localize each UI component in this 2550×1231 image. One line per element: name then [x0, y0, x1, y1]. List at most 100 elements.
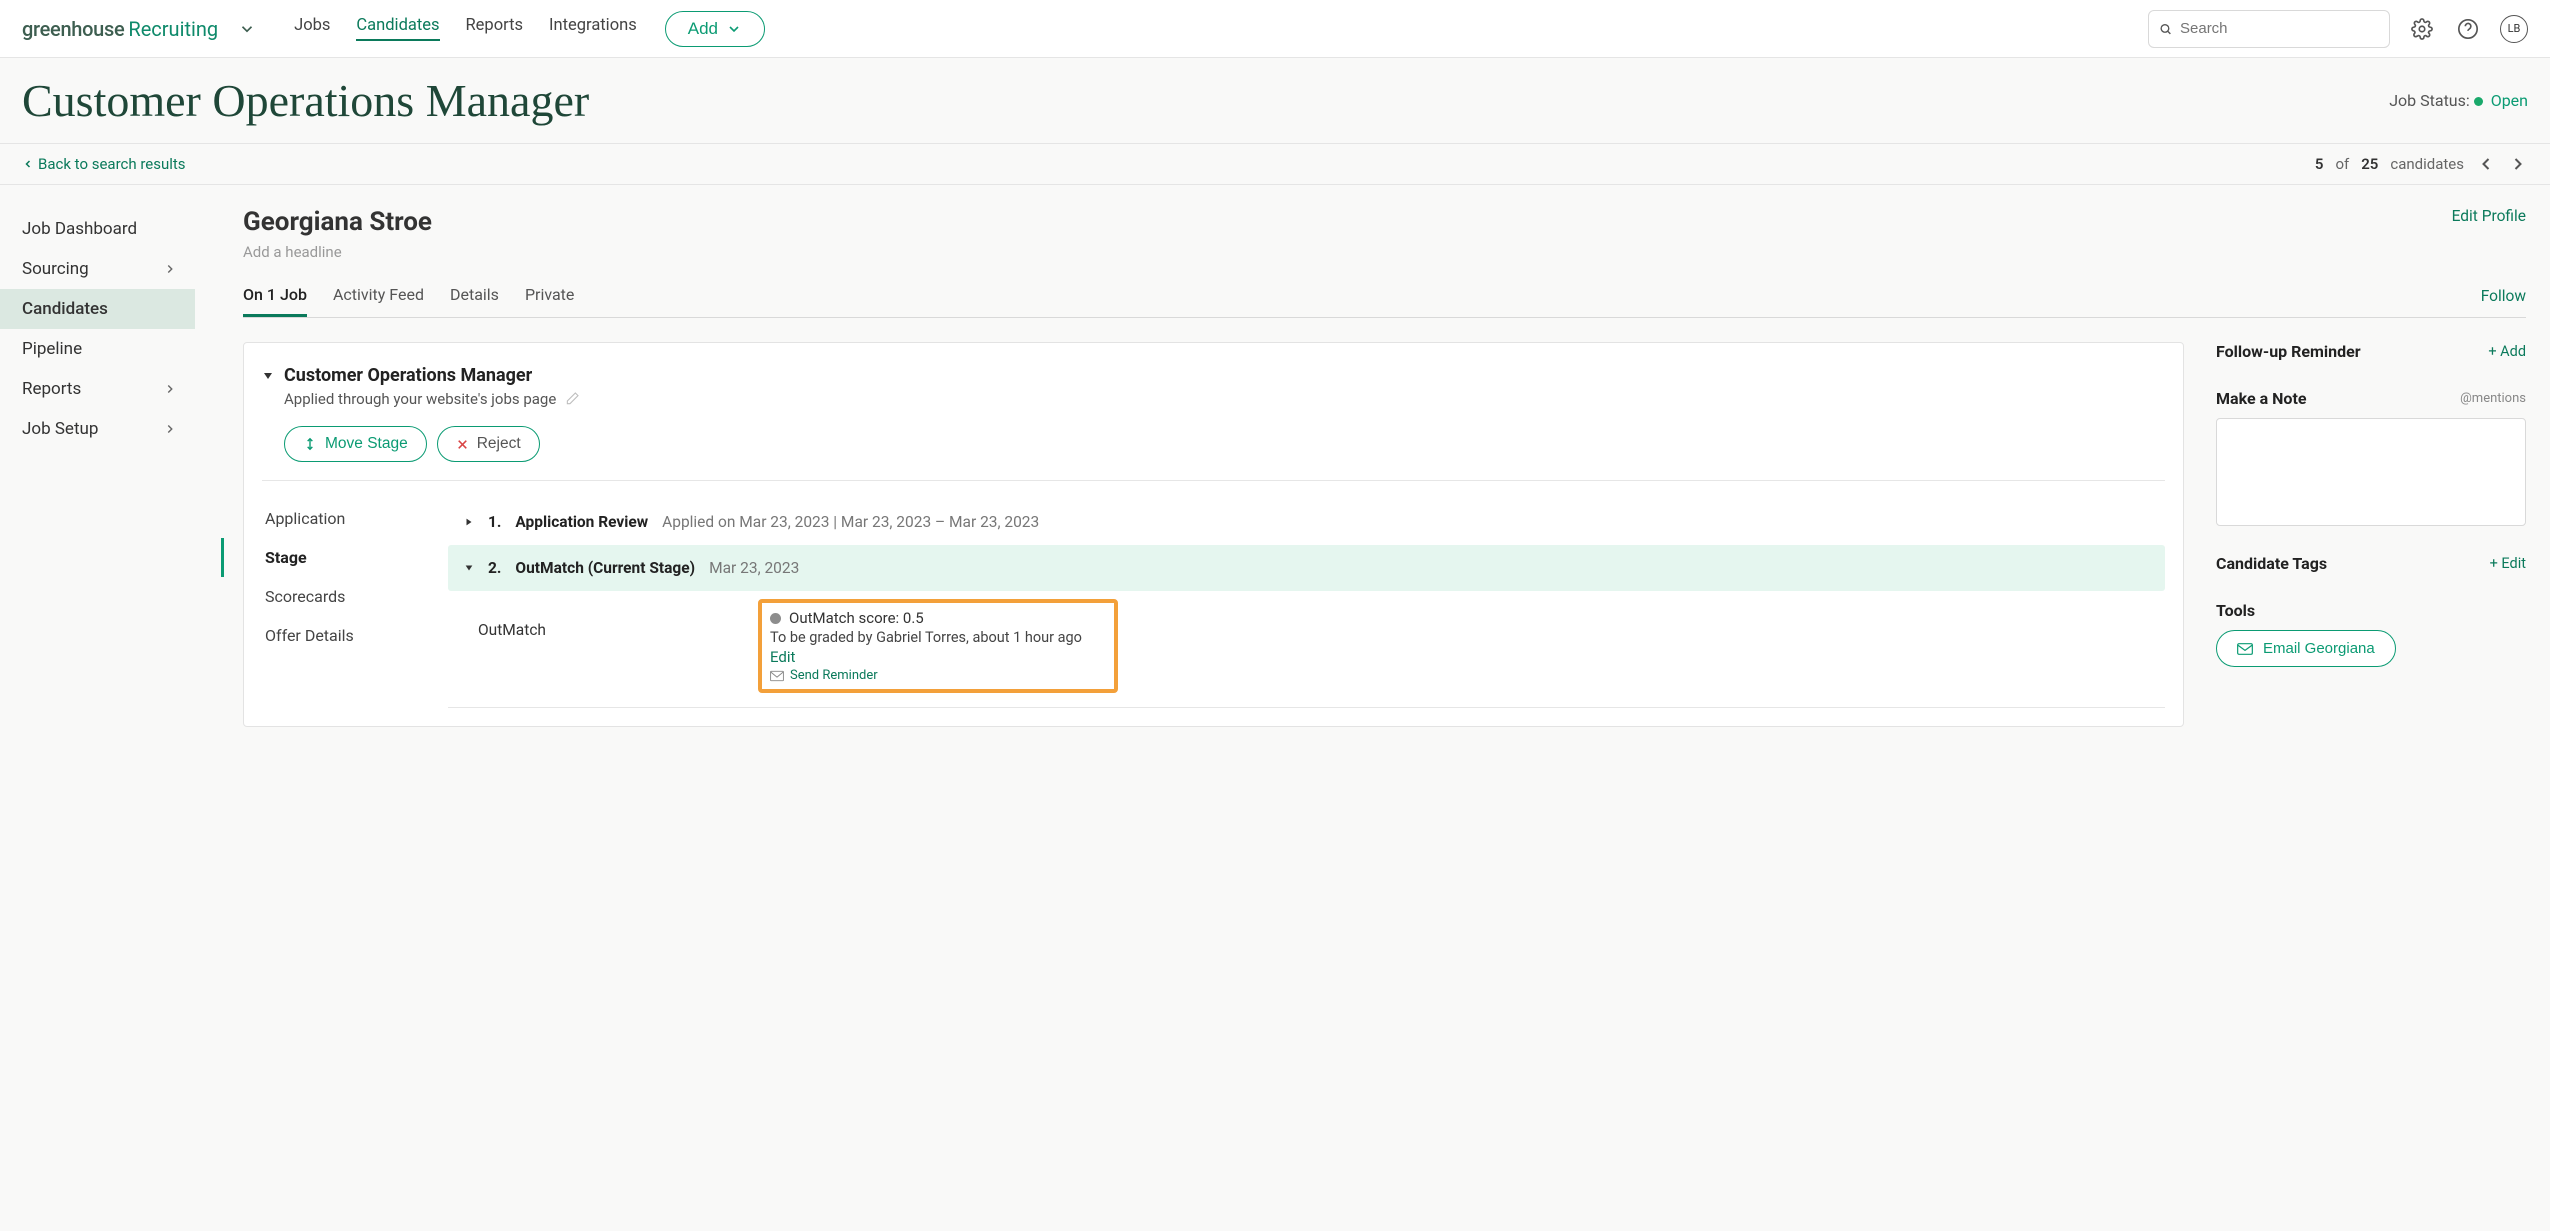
- chevron-down-icon: [726, 21, 742, 37]
- email-candidate-button[interactable]: Email Georgiana: [2216, 630, 2396, 667]
- chevron-right-icon: [163, 262, 177, 276]
- topnav-reports[interactable]: Reports: [466, 16, 524, 41]
- score-text: OutMatch score: 0.5: [789, 609, 924, 627]
- envelope-icon: [770, 670, 784, 682]
- tab-activity-feed[interactable]: Activity Feed: [333, 285, 424, 317]
- job-card: Customer Operations Manager Applied thro…: [243, 342, 2184, 727]
- top-right: LB: [2148, 10, 2528, 48]
- outmatch-label: OutMatch: [478, 599, 758, 693]
- mentions-hint[interactable]: @mentions: [2460, 391, 2526, 406]
- outmatch-highlight: OutMatch score: 0.5 To be graded by Gabr…: [758, 599, 1118, 693]
- move-arrows-icon: [303, 436, 317, 452]
- left-nav-candidates[interactable]: Candidates: [0, 289, 195, 329]
- left-nav-reports[interactable]: Reports: [0, 369, 195, 409]
- center-panel: Georgiana Stroe Add a headline Edit Prof…: [195, 185, 2550, 727]
- stage-meta: Mar 23, 2023: [709, 559, 799, 577]
- candidate-tabs-row: On 1 Job Activity Feed Details Private F…: [243, 285, 2526, 318]
- followup-add-link[interactable]: + Add: [2488, 343, 2526, 360]
- outmatch-score-line: OutMatch score: 0.5: [770, 609, 1104, 627]
- stage-row-outmatch[interactable]: 2. OutMatch (Current Stage) Mar 23, 2023: [448, 545, 2165, 591]
- tags-edit-link[interactable]: + Edit: [2490, 555, 2526, 572]
- logo-part2: Recruiting: [128, 17, 218, 41]
- applied-through-text: Applied through your website's jobs page: [284, 390, 556, 408]
- score-dot-icon: [770, 613, 781, 624]
- stage-nav-application[interactable]: Application: [265, 499, 448, 538]
- job-status-label: Job Status:: [2389, 91, 2470, 110]
- email-button-label: Email Georgiana: [2263, 640, 2375, 657]
- left-nav-label: Reports: [22, 379, 81, 399]
- follow-link[interactable]: Follow: [2481, 287, 2526, 315]
- chevron-left-icon: [22, 158, 34, 170]
- search-icon: [2159, 19, 2172, 39]
- topnav-jobs[interactable]: Jobs: [294, 16, 330, 41]
- stage-nav-stage[interactable]: Stage: [265, 538, 448, 577]
- move-stage-label: Move Stage: [325, 435, 408, 453]
- x-icon: [456, 438, 469, 451]
- move-stage-button[interactable]: Move Stage: [284, 426, 427, 462]
- left-nav-job-dashboard[interactable]: Job Dashboard: [0, 209, 195, 249]
- chevron-right-icon: [163, 382, 177, 396]
- tools-section: Tools Email Georgiana: [2216, 601, 2526, 667]
- envelope-icon: [2237, 642, 2253, 656]
- chevron-right-icon: [163, 422, 177, 436]
- top-nav: Jobs Candidates Reports Integrations: [294, 16, 637, 41]
- stage-divider: [448, 707, 2165, 708]
- back-to-results-link[interactable]: Back to search results: [22, 155, 186, 173]
- right-column: Follow-up Reminder + Add Make a Note @me…: [2216, 342, 2526, 727]
- stage-side-nav: Application Stage Scorecards Offer Detai…: [262, 499, 448, 708]
- collapse-triangle-icon[interactable]: [262, 370, 274, 382]
- left-nav-pipeline[interactable]: Pipeline: [0, 329, 195, 369]
- left-nav-label: Job Dashboard: [22, 219, 137, 239]
- search-box[interactable]: [2148, 10, 2390, 48]
- note-section: Make a Note @mentions: [2216, 389, 2526, 526]
- card-body: Application Stage Scorecards Offer Detai…: [262, 499, 2165, 708]
- tools-title: Tools: [2216, 601, 2255, 620]
- outmatch-edit-link[interactable]: Edit: [770, 648, 795, 666]
- top-bar: greenhouse Recruiting Jobs Candidates Re…: [0, 0, 2550, 58]
- stage-nav-offer-details[interactable]: Offer Details: [265, 616, 448, 655]
- settings-gear-icon[interactable]: [2408, 15, 2436, 43]
- product-switcher-chevron-icon[interactable]: [238, 20, 256, 38]
- user-avatar[interactable]: LB: [2500, 15, 2528, 43]
- topnav-candidates[interactable]: Candidates: [356, 16, 439, 41]
- pager-current: 5: [2315, 155, 2324, 173]
- left-nav-label: Job Setup: [22, 419, 98, 439]
- topnav-integrations[interactable]: Integrations: [549, 16, 637, 41]
- add-button[interactable]: Add: [665, 11, 765, 47]
- stage-nav-scorecards[interactable]: Scorecards: [265, 577, 448, 616]
- tab-on-job[interactable]: On 1 Job: [243, 285, 307, 317]
- collapse-triangle-icon: [464, 563, 474, 573]
- left-nav-job-setup[interactable]: Job Setup: [0, 409, 195, 449]
- pager: 5 of 25 candidates: [2315, 154, 2528, 174]
- stage-row-application-review[interactable]: 1. Application Review Applied on Mar 23,…: [448, 499, 2165, 545]
- job-status: Job Status: Open: [2389, 91, 2528, 110]
- left-nav-label: Pipeline: [22, 339, 82, 359]
- candidate-header: Georgiana Stroe Add a headline Edit Prof…: [243, 207, 2526, 261]
- sub-header: Back to search results 5 of 25 candidate…: [0, 144, 2550, 185]
- reject-label: Reject: [477, 435, 521, 453]
- pager-total: 25: [2361, 155, 2378, 173]
- pager-next-icon[interactable]: [2508, 154, 2528, 174]
- stage-index: 2.: [488, 559, 501, 577]
- product-logo[interactable]: greenhouse Recruiting: [22, 17, 218, 41]
- tab-private[interactable]: Private: [525, 285, 574, 317]
- followup-title: Follow-up Reminder: [2216, 342, 2361, 361]
- help-icon[interactable]: [2454, 15, 2482, 43]
- pager-prev-icon[interactable]: [2476, 154, 2496, 174]
- note-title: Make a Note: [2216, 389, 2307, 408]
- candidate-name: Georgiana Stroe: [243, 207, 432, 237]
- pencil-icon[interactable]: [564, 391, 580, 407]
- tags-section: Candidate Tags + Edit: [2216, 554, 2526, 573]
- add-button-label: Add: [688, 19, 718, 39]
- reject-button[interactable]: Reject: [437, 426, 540, 462]
- left-nav: Job Dashboard Sourcing Candidates Pipeli…: [0, 185, 195, 727]
- headline-placeholder[interactable]: Add a headline: [243, 243, 432, 261]
- edit-profile-link[interactable]: Edit Profile: [2452, 207, 2526, 225]
- job-header: Customer Operations Manager Job Status: …: [0, 58, 2550, 144]
- send-reminder-link[interactable]: Send Reminder: [790, 668, 878, 683]
- tab-details[interactable]: Details: [450, 285, 499, 317]
- pager-label: candidates: [2390, 155, 2464, 173]
- note-textarea[interactable]: [2216, 418, 2526, 526]
- search-input[interactable]: [2180, 20, 2379, 37]
- left-nav-sourcing[interactable]: Sourcing: [0, 249, 195, 289]
